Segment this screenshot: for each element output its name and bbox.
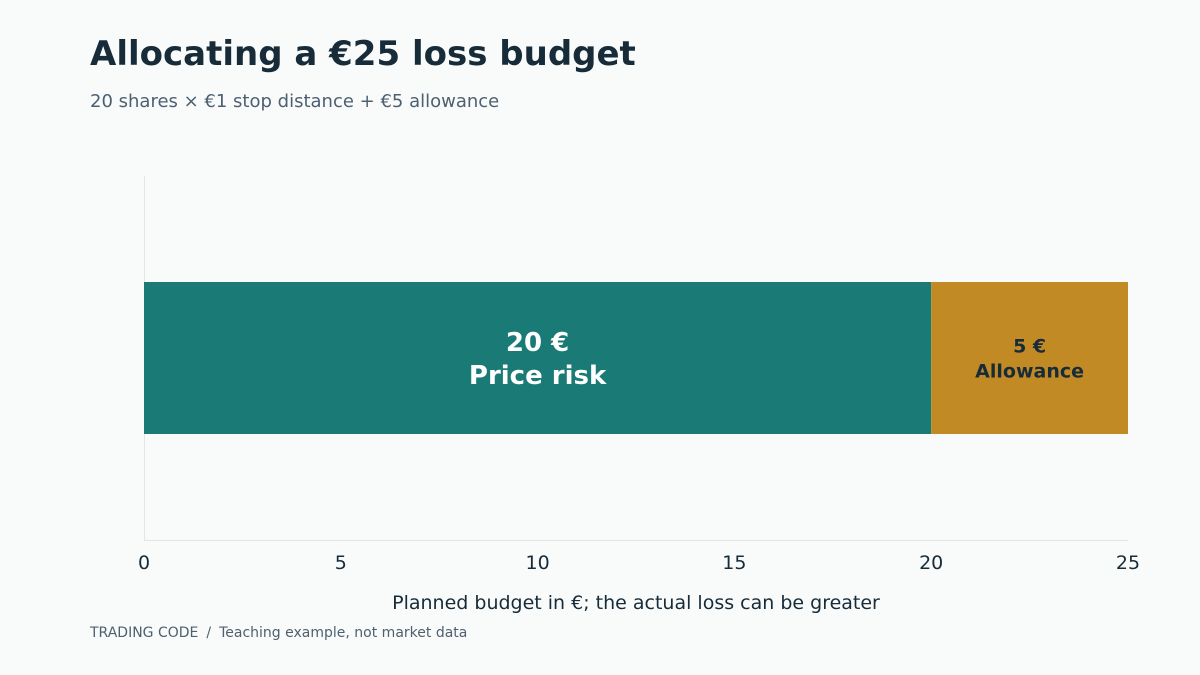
x-tick-label: 5 (335, 552, 347, 574)
x-tick-label: 10 (526, 552, 550, 574)
bar-name-label-price-risk: Price risk (469, 361, 607, 391)
bar-segments: 20 €Price risk 5 € Allowance (144, 282, 1128, 434)
footer-separator: / (206, 625, 212, 641)
x-axis-label: Planned budget in €; the actual loss can… (392, 592, 880, 614)
bar-price-risk (144, 282, 932, 434)
bar-name-label-allowance: Allowance (975, 360, 1084, 382)
footer-note: Teaching example, not market data (219, 625, 468, 641)
chart-title: Allocating a €25 loss budget (90, 34, 636, 74)
x-tick-label: 25 (1116, 552, 1140, 574)
chart-subtitle: 20 shares × €1 stop distance + €5 allowa… (90, 91, 500, 112)
bar-allowance (931, 282, 1128, 434)
x-tick-labels: 0 5 10 15 20 25 (138, 552, 1140, 574)
x-tick-label: 20 (919, 552, 943, 574)
x-tick-label: 15 (722, 552, 746, 574)
bar-value-label-allowance: 5 € (1013, 335, 1046, 357)
bar-value-label-price-risk: 20 € (506, 328, 569, 358)
footer-brand: TRADING CODE (90, 625, 199, 641)
x-tick-label: 0 (138, 552, 150, 574)
footer: TRADING CODE / Teaching example, not marke… (90, 625, 467, 641)
